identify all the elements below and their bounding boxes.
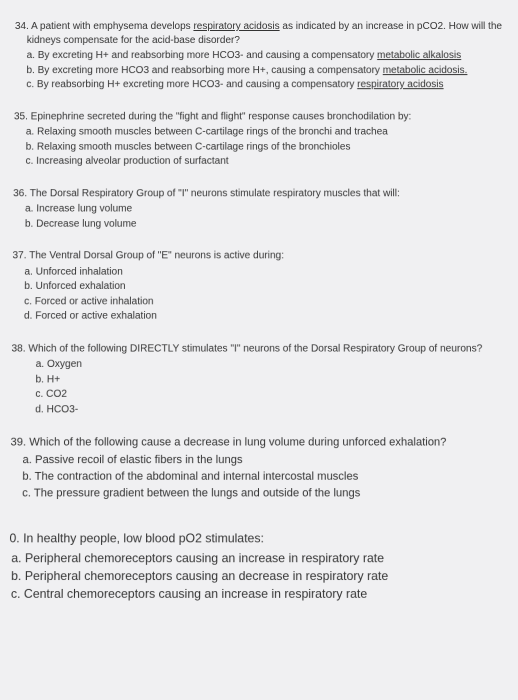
option-b: b. Unforced exhalation: [36, 280, 506, 294]
option-a: a. By excreting H+ and reabsorbing more …: [39, 49, 504, 63]
option-c: c. CO2: [48, 388, 508, 402]
question-38: 38. Which of the following DIRECTLY stim…: [11, 342, 507, 417]
option-b: b. The contraction of the abdominal and …: [35, 469, 508, 484]
option-c: c. Increasing alveolar production of sur…: [38, 155, 505, 169]
question-39: 39. Which of the following cause a decre…: [10, 435, 508, 501]
option-b: b. Relaxing smooth muscles between C-car…: [38, 140, 505, 154]
question-text: 36. The Dorsal Respiratory Group of "I" …: [25, 187, 505, 201]
option-b: b. By excreting more HCO3 and reabsorbin…: [38, 64, 503, 78]
option-a: a. Relaxing smooth muscles between C-car…: [38, 125, 504, 139]
option-a: a. Increase lung volume: [37, 202, 505, 216]
option-c: c. The pressure gradient between the lun…: [34, 486, 508, 501]
option-d: d. HCO3-: [47, 403, 507, 417]
question-text: 35. Epinephrine secreted during the "fig…: [26, 110, 504, 124]
question-34: 34. A patient with emphysema develops re…: [14, 20, 504, 92]
question-40: 0. In healthy people, low blood pO2 stim…: [9, 530, 509, 602]
question-37: 37. The Ventral Dorsal Group of "E" neur…: [12, 249, 506, 323]
option-a: a. Passive recoil of elastic fibers in t…: [35, 453, 508, 468]
option-c: c. By reabsorbing H+ excreting more HCO3…: [38, 78, 503, 92]
question-text: 0. In healthy people, low blood pO2 stim…: [9, 530, 508, 547]
option-a: a. Oxygen: [48, 358, 507, 372]
option-b: b. Decrease lung volume: [37, 217, 505, 231]
question-36: 36. The Dorsal Respiratory Group of "I" …: [13, 187, 505, 231]
option-c: c. Central chemoreceptors causing an inc…: [23, 585, 509, 602]
option-c: c. Forced or active inhalation: [36, 295, 506, 309]
question-text: 34. A patient with emphysema develops re…: [27, 20, 504, 47]
option-b: b. H+: [48, 373, 507, 387]
option-a: a. Unforced inhalation: [37, 265, 506, 279]
option-b: b. Peripheral chemoreceptors causing an …: [23, 567, 509, 584]
question-35: 35. Epinephrine secreted during the "fig…: [13, 110, 504, 169]
question-text: 37. The Ventral Dorsal Group of "E" neur…: [25, 249, 506, 263]
question-text: 39. Which of the following cause a decre…: [10, 435, 507, 450]
option-a: a. Peripheral chemoreceptors causing an …: [24, 549, 509, 566]
option-d: d. Forced or active exhalation: [36, 309, 506, 323]
question-text: 38. Which of the following DIRECTLY stim…: [11, 342, 506, 356]
